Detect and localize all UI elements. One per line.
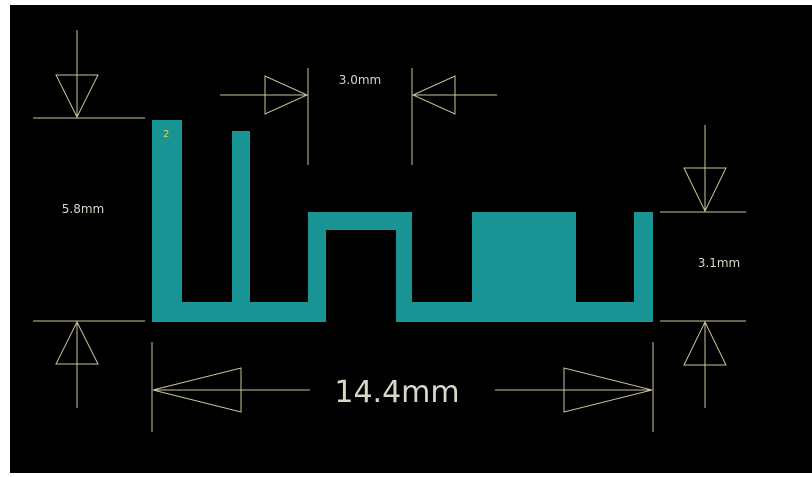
pad-number-label: 2 bbox=[163, 129, 169, 140]
dimension-top-gap bbox=[220, 68, 497, 165]
arrowhead-down bbox=[683, 167, 727, 213]
arrowhead-up bbox=[683, 320, 727, 366]
arrowhead-right bbox=[264, 75, 309, 115]
antenna-trace bbox=[152, 120, 653, 322]
arrowhead-down bbox=[55, 74, 99, 119]
dimension-total-width bbox=[151, 342, 654, 432]
pcb-view-background: 2 3.0mm 5.8mm bbox=[10, 5, 812, 473]
arrowhead-up bbox=[55, 320, 99, 365]
dimension-left-height bbox=[33, 30, 145, 408]
arrowhead-right bbox=[563, 367, 653, 413]
dimension-label-right-height: 3.1mm bbox=[698, 256, 740, 270]
dimension-label-total-width: 14.4mm bbox=[334, 375, 459, 410]
arrowhead-left bbox=[411, 75, 456, 115]
dimension-right-height bbox=[660, 125, 746, 408]
dimension-label-top-gap: 3.0mm bbox=[339, 73, 381, 87]
antenna-drawing: 2 3.0mm 5.8mm bbox=[33, 30, 746, 432]
arrowhead-left bbox=[152, 367, 242, 413]
dimension-label-left-height: 5.8mm bbox=[62, 202, 104, 216]
